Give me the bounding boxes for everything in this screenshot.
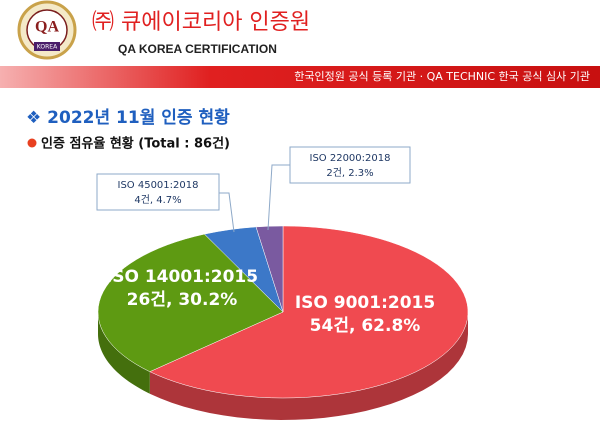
- callout-box: [96, 173, 220, 211]
- value-label: 26건, 30.2%: [127, 290, 238, 310]
- slice-label: ISO 22000:2018: [310, 153, 391, 164]
- slice-side: [98, 312, 150, 394]
- value-label: 4건, 4.7%: [134, 194, 181, 206]
- value-label: 54건, 62.8%: [310, 316, 421, 336]
- company-name: ㈜ 큐에이코리아 인증원: [92, 10, 310, 35]
- slice-label: ISO 45001:2018: [118, 180, 199, 191]
- chart-title: ❖ 2022년 11월 인증 현황: [26, 108, 230, 128]
- callout-line: [219, 192, 235, 233]
- logo: QA KOREA: [17, 0, 77, 60]
- slice-label: ISO 9001:2015: [295, 293, 435, 313]
- banner-text: 한국인정원 공식 등록 기관 · QA TECHNIC 한국 공식 심사 기관: [294, 70, 590, 83]
- slice-side: [149, 312, 468, 420]
- slice: [149, 225, 469, 399]
- bullet: [27, 138, 37, 148]
- value-label: 2건, 2.3%: [326, 167, 373, 179]
- slice: [97, 233, 284, 372]
- logo-sub: KOREA: [37, 44, 58, 51]
- banner: [0, 66, 600, 88]
- callout-line: [267, 164, 290, 231]
- chart-subtitle: 인증 점유율 현황 (Total : 86건): [41, 136, 230, 152]
- slice-label: ISO 14001:2015: [106, 267, 258, 287]
- logo-text: QA: [35, 19, 59, 36]
- callout-box: [289, 146, 411, 184]
- slice: [255, 225, 284, 313]
- company-en: QA KOREA CERTIFICATION: [118, 42, 277, 56]
